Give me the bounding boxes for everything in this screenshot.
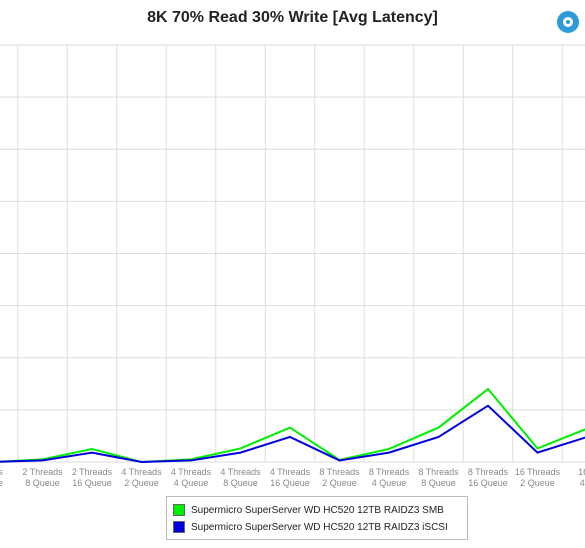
legend-label-smb: Supermicro SuperServer WD HC520 12TB RAI… xyxy=(191,504,444,516)
x-tick-label: 4 Threads xyxy=(171,467,212,477)
x-tick-label: 2 Queue xyxy=(322,478,357,488)
menu-ring xyxy=(563,17,573,27)
legend-item-smb[interactable]: Supermicro SuperServer WD HC520 12TB RAI… xyxy=(173,502,444,518)
legend-swatch-smb xyxy=(173,504,185,516)
x-tick-label: 16 Queue xyxy=(270,478,310,488)
x-tick-label: 8 Queue xyxy=(421,478,456,488)
x-tick-label: 16 Queue xyxy=(468,478,508,488)
legend-label-iscsi: Supermicro SuperServer WD HC520 12TB RAI… xyxy=(191,521,448,533)
x-tick-label: 4 Queue xyxy=(372,478,407,488)
x-tick-label: 4 Threads xyxy=(220,467,261,477)
legend-item-iscsi[interactable]: Supermicro SuperServer WD HC520 12TB RAI… xyxy=(173,519,448,535)
x-tick-label: 8 Threads xyxy=(319,467,360,477)
x-tick-label: 16 Threads xyxy=(515,467,561,477)
x-tick-label: 16 Queue xyxy=(72,478,112,488)
x-tick-label: 4 Threads xyxy=(121,467,162,477)
x-tick-label: 4 Threads xyxy=(270,467,311,477)
legend-swatch-iscsi xyxy=(173,521,185,533)
x-tick-label: 8 Threads xyxy=(418,467,459,477)
x-tick-label: ueue xyxy=(0,478,3,488)
x-tick-label: 8 Threads xyxy=(468,467,509,477)
x-tick-label: 2 Threads xyxy=(22,467,63,477)
context-menu-icon[interactable] xyxy=(557,11,579,33)
x-tick-label: 2 Threads xyxy=(72,467,113,477)
x-tick-label: 4 Q xyxy=(580,478,585,488)
x-tick-label: 8 Threads xyxy=(369,467,410,477)
x-tick-label: 8 Queue xyxy=(223,478,258,488)
x-tick-label: 2 Queue xyxy=(520,478,555,488)
chart-title: 8K 70% Read 30% Write [Avg Latency] xyxy=(147,9,438,26)
x-tick-label: 4 Queue xyxy=(174,478,209,488)
series-lines xyxy=(0,387,585,464)
x-tick-label: eads xyxy=(0,467,3,477)
grid xyxy=(0,44,585,463)
x-tick-label: 16 T xyxy=(578,467,585,477)
x-tick-label: 8 Queue xyxy=(25,478,60,488)
x-tick-label: 2 Queue xyxy=(124,478,159,488)
series-line-iscsi[interactable] xyxy=(0,404,585,464)
legend: Supermicro SuperServer WD HC520 12TB RAI… xyxy=(166,496,468,540)
series-line-smb[interactable] xyxy=(0,387,585,464)
